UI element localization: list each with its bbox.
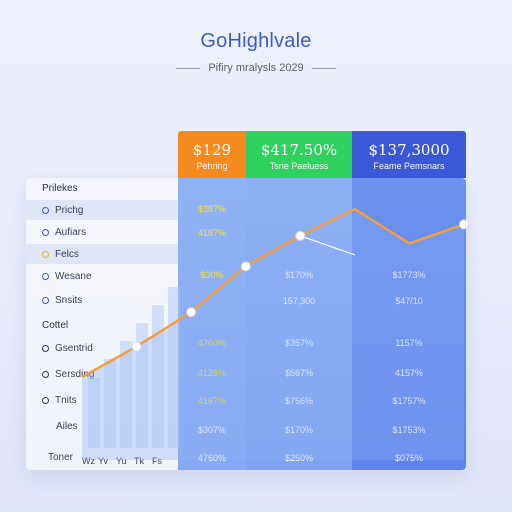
row-label-text: Felcs bbox=[55, 248, 79, 260]
table-cell: 4760% bbox=[178, 453, 246, 463]
row-label-toner: Toner bbox=[48, 452, 74, 463]
table-cell: $387% bbox=[197, 204, 227, 214]
status-dot-icon bbox=[42, 272, 49, 280]
data-point bbox=[131, 341, 142, 352]
data-point bbox=[459, 219, 469, 230]
table-cell: 4126% bbox=[178, 368, 246, 378]
row-label-felcs[interactable]: Felcs bbox=[26, 244, 178, 264]
row-label-ailes: Ailes bbox=[56, 421, 78, 432]
table-cell: $075% bbox=[352, 453, 466, 463]
x-tick: Fs bbox=[152, 456, 162, 466]
table-cell: 157,300 bbox=[246, 296, 352, 306]
row-label-text: Snsits bbox=[55, 294, 83, 306]
row-label-text: Prichg bbox=[55, 204, 84, 216]
table-cell: $170% bbox=[246, 270, 352, 280]
series-line-main bbox=[81, 207, 465, 379]
column-bg-3 bbox=[352, 178, 466, 470]
column-bg-1 bbox=[178, 178, 246, 470]
data-point bbox=[186, 307, 197, 318]
table-cell: $357% bbox=[246, 338, 352, 348]
table-cell: $1757% bbox=[352, 396, 466, 406]
series-line-secondary bbox=[300, 235, 356, 256]
status-dot-icon bbox=[42, 344, 49, 352]
chart-bar bbox=[168, 287, 180, 448]
section-label-second: Cottel bbox=[42, 320, 69, 331]
x-tick: Tk bbox=[134, 456, 144, 466]
status-dot-icon bbox=[42, 228, 49, 236]
subtitle-rule-left bbox=[176, 67, 201, 69]
chart-bar bbox=[152, 305, 164, 448]
table-cell: 4167% bbox=[178, 396, 246, 406]
table-cell: $47/10 bbox=[352, 296, 466, 306]
row-label-authors[interactable]: Aufiars bbox=[26, 222, 178, 242]
column-header-1-label: Pehring bbox=[196, 161, 228, 171]
data-point bbox=[295, 230, 306, 241]
row-label-wesane[interactable]: Wesane bbox=[26, 266, 178, 286]
row-label-text: Tnits bbox=[55, 394, 77, 406]
table-cell: 1157% bbox=[352, 338, 466, 348]
column-header-3-label: Feame Pemsnars bbox=[373, 161, 445, 171]
row-label-text: Wesane bbox=[55, 270, 92, 282]
table-cell: $170% bbox=[246, 425, 352, 435]
column-header-1[interactable]: $129 Pehring bbox=[178, 131, 246, 178]
page-subtitle: Pifiry mralysls 2029 bbox=[208, 62, 304, 74]
chart-bar bbox=[88, 377, 100, 448]
table-cell: 4157% bbox=[352, 368, 466, 378]
row-label-pricing[interactable]: Prichg bbox=[26, 200, 178, 220]
column-bg-2 bbox=[246, 178, 352, 470]
table-cell: 4187% bbox=[197, 228, 227, 238]
column-header-2-value: $417.50% bbox=[260, 141, 338, 159]
page-title: GoHighlvale bbox=[200, 30, 312, 52]
row-label-gsentrid[interactable]: Gsentrid bbox=[26, 338, 178, 358]
table-cell: $1773% bbox=[352, 270, 466, 280]
status-dot-icon bbox=[42, 396, 49, 404]
status-dot-icon bbox=[42, 250, 49, 258]
row-label-text: Sersding bbox=[55, 368, 95, 380]
status-dot-icon bbox=[42, 206, 49, 214]
row-label-tnits[interactable]: Tnits bbox=[26, 390, 178, 410]
table-cell: $567% bbox=[246, 368, 352, 378]
column-header-3-value: $137,3000 bbox=[368, 141, 450, 159]
table-cell: $250% bbox=[246, 453, 352, 463]
row-label-text: Aufiars bbox=[55, 226, 87, 238]
table-cell: $756% bbox=[246, 396, 352, 406]
x-tick: Yu bbox=[116, 456, 127, 466]
chart-area-fill bbox=[82, 209, 464, 460]
table-cell: $307% bbox=[178, 425, 246, 435]
status-dot-icon bbox=[42, 370, 49, 378]
data-point bbox=[240, 261, 251, 272]
x-tick: Yv bbox=[98, 456, 109, 466]
table-cell: 4760% bbox=[178, 338, 246, 348]
column-header-1-value: $129 bbox=[192, 141, 232, 159]
column-header-2[interactable]: $417.50% Tsrie Paeluess bbox=[246, 131, 352, 178]
status-dot-icon bbox=[42, 296, 49, 304]
chart-bar bbox=[104, 359, 116, 448]
chart-bar bbox=[120, 341, 132, 448]
chart-bar bbox=[136, 323, 148, 448]
x-tick: Wz bbox=[82, 456, 95, 466]
subtitle-rule-right bbox=[311, 67, 336, 69]
row-label-text: Gsentrid bbox=[55, 342, 93, 354]
table-cell: $1753% bbox=[352, 425, 466, 435]
column-header-3[interactable]: $137,3000 Feame Pemsnars bbox=[352, 131, 466, 178]
table-cell: $30% bbox=[200, 270, 224, 280]
row-label-snsits[interactable]: Snsits bbox=[26, 290, 178, 310]
subtitle-row: Pifiry mralysls 2029 bbox=[0, 60, 512, 76]
section-label-first: Prilekes bbox=[42, 183, 78, 194]
column-header-2-label: Tsrie Paeluess bbox=[269, 161, 329, 171]
row-label-sersding[interactable]: Sersding bbox=[26, 364, 178, 384]
